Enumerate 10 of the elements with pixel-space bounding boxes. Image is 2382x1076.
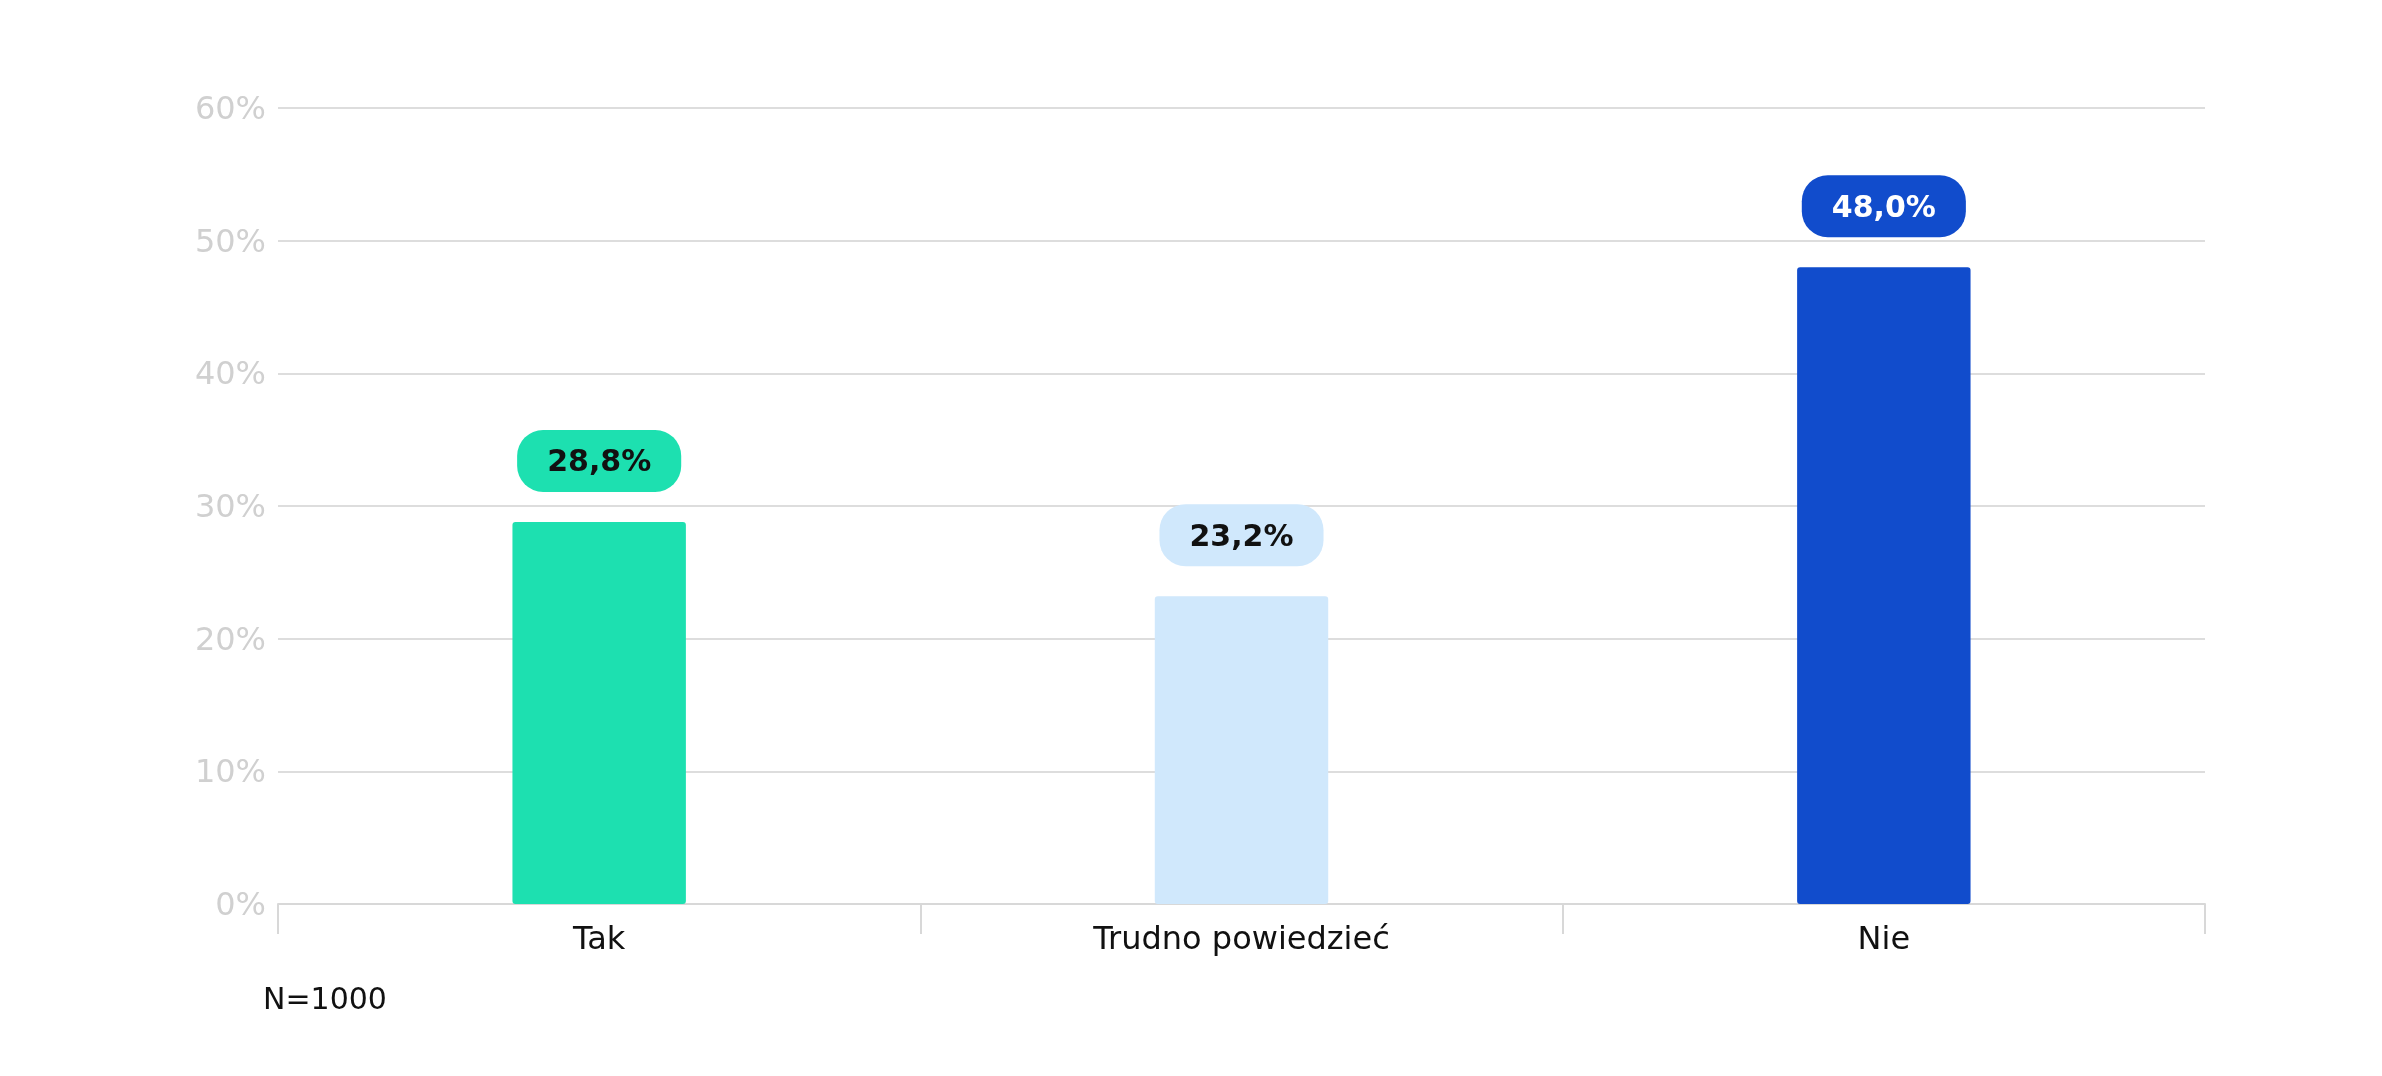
bar [1154, 596, 1329, 904]
x-tick-label: Trudno powiedzieć [1092, 919, 1390, 957]
text: N=1000 [263, 980, 387, 1016]
x-tick-label: Tak [571, 919, 626, 957]
data-label: 28,8% [547, 443, 652, 479]
bar [512, 521, 686, 904]
bar [1797, 267, 1971, 904]
x-tick-label: Nie [1857, 919, 1911, 957]
data-label: 23,2% [1189, 517, 1294, 553]
data-label: 48,0% [1831, 188, 1936, 224]
